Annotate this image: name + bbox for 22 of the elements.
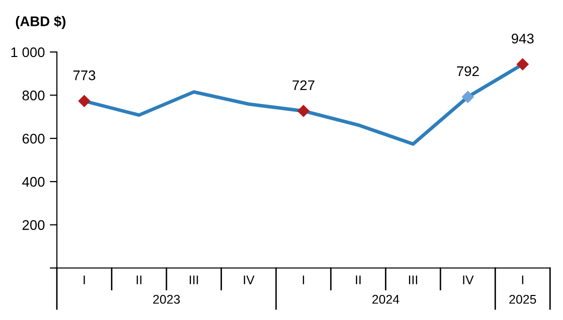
x-tick-label: II bbox=[356, 276, 361, 284]
text: 2023 bbox=[153, 294, 180, 304]
x-tick-label: III bbox=[190, 276, 198, 284]
data-label: 792 bbox=[456, 66, 479, 76]
x-tick-label: III bbox=[409, 276, 418, 284]
text: 2024 bbox=[372, 294, 400, 304]
x-tick-label: IV bbox=[244, 276, 255, 284]
x-tick-label: I bbox=[84, 276, 85, 284]
y-tick-label: 1 000 bbox=[11, 47, 45, 58]
x-tick-label: IV bbox=[463, 276, 474, 284]
y-tick-label: 400 bbox=[22, 176, 45, 187]
text: 2025 bbox=[509, 294, 536, 304]
y-tick-label: 600 bbox=[22, 134, 45, 144]
y-axis-title: (ABD $) bbox=[16, 16, 66, 29]
data-label: 773 bbox=[73, 70, 96, 80]
x-tick-label: I bbox=[522, 276, 524, 284]
data-label: 727 bbox=[292, 80, 314, 90]
y-tick-label: 800 bbox=[22, 90, 45, 100]
data-label: 943 bbox=[512, 34, 534, 44]
x-tick-label: II bbox=[136, 276, 142, 284]
y-tick-label: 200 bbox=[22, 220, 45, 230]
x-tick-label: I bbox=[302, 276, 304, 284]
